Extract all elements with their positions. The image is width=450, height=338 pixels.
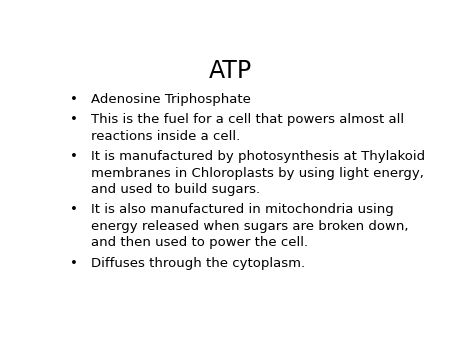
Text: This is the fuel for a cell that powers almost all: This is the fuel for a cell that powers … bbox=[91, 114, 404, 126]
Text: membranes in Chloroplasts by using light energy,: membranes in Chloroplasts by using light… bbox=[91, 167, 424, 179]
Text: •: • bbox=[70, 150, 78, 163]
Text: reactions inside a cell.: reactions inside a cell. bbox=[91, 129, 240, 143]
Text: ATP: ATP bbox=[209, 59, 252, 83]
Text: energy released when sugars are broken down,: energy released when sugars are broken d… bbox=[91, 220, 409, 233]
Text: Adenosine Triphosphate: Adenosine Triphosphate bbox=[91, 93, 251, 105]
Text: •: • bbox=[70, 257, 78, 270]
Text: and used to build sugars.: and used to build sugars. bbox=[91, 183, 260, 196]
Text: •: • bbox=[70, 93, 78, 105]
Text: Diffuses through the cytoplasm.: Diffuses through the cytoplasm. bbox=[91, 257, 305, 270]
Text: It is manufactured by photosynthesis at Thylakoid: It is manufactured by photosynthesis at … bbox=[91, 150, 425, 163]
Text: It is also manufactured in mitochondria using: It is also manufactured in mitochondria … bbox=[91, 203, 394, 216]
Text: and then used to power the cell.: and then used to power the cell. bbox=[91, 236, 308, 249]
Text: •: • bbox=[70, 203, 78, 216]
Text: •: • bbox=[70, 114, 78, 126]
